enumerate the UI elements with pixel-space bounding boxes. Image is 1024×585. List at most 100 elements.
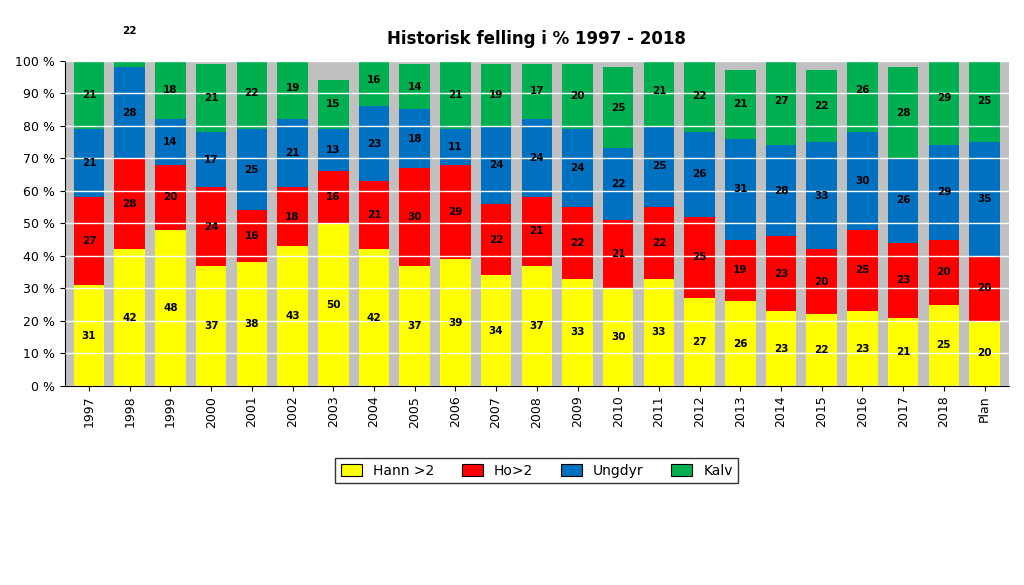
Bar [237,210,267,262]
Text: 21: 21 [82,158,96,168]
Text: 31: 31 [82,331,96,340]
Bar [766,57,797,145]
Bar [929,60,959,386]
Text: 19: 19 [733,266,748,276]
Bar [358,54,389,106]
Bar [847,311,878,386]
Text: 21: 21 [896,347,910,357]
Text: 43: 43 [286,311,300,321]
Bar [684,298,715,386]
Bar [562,129,593,207]
Text: 21: 21 [286,148,300,159]
Text: 42: 42 [123,312,137,323]
Text: 18: 18 [286,212,300,222]
Text: 17: 17 [204,155,218,165]
Bar [766,60,797,386]
Text: 30: 30 [408,212,422,222]
Text: 29: 29 [937,187,951,197]
Text: 21: 21 [204,93,218,103]
Bar [440,129,471,165]
Bar [318,171,348,223]
Bar [481,64,511,126]
Text: 26: 26 [896,195,910,205]
Bar [603,60,634,386]
Bar [237,129,267,210]
Bar [115,158,145,249]
Bar [440,60,471,386]
Bar [74,60,104,129]
Bar [603,220,634,288]
Text: 29: 29 [937,93,951,103]
Bar [399,266,430,386]
Bar [521,119,552,197]
Bar [970,60,999,142]
Bar [562,207,593,278]
Bar [196,266,226,386]
Text: 27: 27 [692,337,707,347]
Text: 21: 21 [449,90,463,99]
Bar [929,51,959,145]
Text: 39: 39 [449,318,463,328]
Bar [115,249,145,386]
Text: 21: 21 [529,226,544,236]
Bar [847,132,878,230]
Text: 28: 28 [123,199,137,209]
Text: 16: 16 [326,192,341,202]
Bar [481,126,511,204]
Title: Historisk felling i % 1997 - 2018: Historisk felling i % 1997 - 2018 [387,30,686,48]
Bar [562,60,593,386]
Text: 19: 19 [488,90,503,99]
Text: 23: 23 [896,275,910,285]
Bar [74,285,104,386]
Text: 33: 33 [570,327,585,338]
Bar [521,64,552,119]
Bar [237,57,267,129]
Bar [318,129,348,171]
Legend: Hann >2, Ho>2, Ungdyr, Kalv: Hann >2, Ho>2, Ungdyr, Kalv [336,458,738,483]
Bar [196,132,226,187]
Text: 15: 15 [326,99,341,109]
Bar [970,321,999,386]
Text: 20: 20 [163,192,178,202]
Bar [725,239,756,301]
Text: 26: 26 [733,339,748,349]
Text: 26: 26 [855,85,869,95]
Text: 48: 48 [163,303,178,313]
Text: 22: 22 [570,238,585,248]
Text: 18: 18 [163,85,178,95]
Bar [156,119,185,165]
Bar [318,80,348,129]
Text: 24: 24 [488,160,504,170]
Bar [278,60,308,386]
Text: 42: 42 [367,312,381,323]
Bar [358,181,389,249]
Bar [358,60,389,386]
Bar [888,60,919,386]
Text: 20: 20 [977,349,992,359]
Text: 34: 34 [488,326,504,336]
Bar [440,259,471,386]
Text: 33: 33 [814,191,829,201]
Bar [807,249,837,314]
Bar [74,197,104,285]
Text: 14: 14 [163,137,178,147]
Bar [156,60,185,386]
Bar [521,60,552,386]
Bar [888,243,919,318]
Bar [766,145,797,236]
Bar [644,60,674,386]
Bar [399,168,430,266]
Bar [929,239,959,305]
Text: 30: 30 [855,176,869,186]
Bar [115,0,145,67]
Bar [807,70,837,142]
Bar [807,314,837,386]
Text: 22: 22 [488,235,504,245]
Bar [603,288,634,386]
Bar [847,47,878,132]
Text: 17: 17 [529,87,544,97]
Bar [562,64,593,129]
Text: 25: 25 [651,161,667,171]
Bar [847,230,878,311]
Bar [521,266,552,386]
